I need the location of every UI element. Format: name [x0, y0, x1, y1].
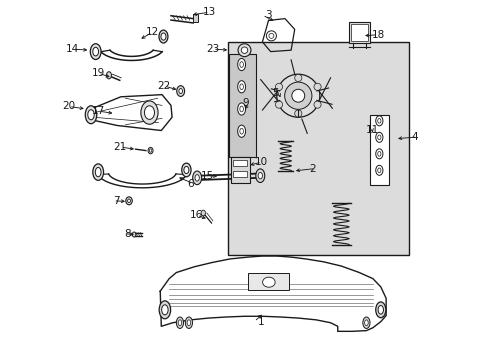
Ellipse shape — [159, 301, 170, 319]
Text: 23: 23 — [206, 44, 219, 54]
Text: 22: 22 — [158, 81, 171, 91]
Ellipse shape — [90, 44, 101, 59]
Bar — [351, 24, 367, 41]
Text: 11: 11 — [365, 125, 378, 135]
Text: 3: 3 — [265, 10, 272, 20]
Ellipse shape — [88, 110, 94, 120]
Ellipse shape — [182, 163, 191, 177]
Bar — [228, 42, 408, 255]
Ellipse shape — [179, 89, 182, 94]
Text: 6: 6 — [187, 179, 193, 189]
Text: 1: 1 — [257, 317, 264, 327]
Circle shape — [268, 33, 273, 39]
Text: 15: 15 — [201, 171, 214, 181]
Ellipse shape — [377, 168, 380, 173]
Circle shape — [275, 83, 282, 90]
Text: 16: 16 — [190, 210, 203, 220]
Text: 9: 9 — [242, 98, 248, 108]
Bar — [193, 14, 198, 22]
Ellipse shape — [185, 317, 192, 328]
Ellipse shape — [149, 149, 151, 152]
Ellipse shape — [377, 152, 380, 156]
Ellipse shape — [375, 149, 382, 159]
Text: 5: 5 — [272, 88, 279, 98]
Bar — [348, 22, 369, 43]
Ellipse shape — [141, 101, 158, 124]
Bar — [230, 157, 249, 183]
Ellipse shape — [375, 165, 382, 175]
Circle shape — [313, 83, 321, 90]
Ellipse shape — [239, 62, 243, 67]
Ellipse shape — [377, 135, 380, 140]
Bar — [247, 273, 289, 291]
Ellipse shape — [375, 116, 382, 126]
Ellipse shape — [237, 58, 245, 71]
Text: 14: 14 — [65, 44, 79, 54]
Ellipse shape — [258, 172, 262, 179]
Ellipse shape — [195, 175, 199, 181]
Bar — [369, 116, 388, 185]
Ellipse shape — [255, 169, 264, 183]
Text: 13: 13 — [203, 7, 216, 17]
Ellipse shape — [176, 317, 183, 328]
Ellipse shape — [192, 171, 201, 185]
Ellipse shape — [144, 106, 154, 120]
Circle shape — [276, 74, 319, 117]
Ellipse shape — [375, 132, 382, 142]
Bar — [233, 159, 247, 166]
Circle shape — [238, 44, 250, 57]
Text: 12: 12 — [145, 27, 159, 37]
Ellipse shape — [183, 166, 188, 174]
Text: 18: 18 — [371, 30, 384, 40]
Circle shape — [294, 75, 301, 81]
Ellipse shape — [106, 72, 111, 79]
Circle shape — [294, 110, 301, 117]
Bar — [233, 171, 247, 177]
Circle shape — [291, 89, 304, 102]
Ellipse shape — [125, 197, 132, 205]
Ellipse shape — [161, 33, 165, 40]
Ellipse shape — [176, 86, 184, 96]
Ellipse shape — [95, 167, 101, 177]
Ellipse shape — [162, 305, 168, 315]
Ellipse shape — [262, 277, 275, 287]
Ellipse shape — [85, 106, 97, 124]
Ellipse shape — [237, 81, 245, 93]
Text: 10: 10 — [255, 157, 268, 167]
Ellipse shape — [375, 302, 385, 318]
Ellipse shape — [239, 84, 243, 90]
Ellipse shape — [148, 147, 153, 154]
Ellipse shape — [377, 118, 380, 123]
Ellipse shape — [127, 199, 130, 203]
Circle shape — [275, 101, 282, 108]
Text: 2: 2 — [308, 163, 315, 174]
Ellipse shape — [201, 210, 205, 216]
Text: 21: 21 — [113, 142, 126, 152]
Ellipse shape — [237, 125, 245, 137]
Text: 17: 17 — [92, 106, 105, 116]
Ellipse shape — [159, 30, 167, 43]
Text: 19: 19 — [91, 68, 104, 78]
Circle shape — [313, 101, 321, 108]
Circle shape — [241, 47, 247, 53]
Ellipse shape — [377, 306, 383, 314]
Ellipse shape — [93, 164, 103, 180]
Circle shape — [284, 82, 311, 109]
Bar — [229, 54, 256, 157]
Ellipse shape — [239, 106, 243, 112]
Ellipse shape — [93, 47, 99, 56]
Text: 4: 4 — [410, 132, 417, 142]
Circle shape — [266, 31, 276, 41]
Text: 7: 7 — [113, 196, 120, 206]
Ellipse shape — [178, 320, 182, 325]
Ellipse shape — [362, 317, 369, 328]
Text: 8: 8 — [123, 229, 130, 239]
Ellipse shape — [239, 129, 243, 134]
Ellipse shape — [364, 320, 367, 325]
Text: 20: 20 — [62, 102, 75, 112]
Ellipse shape — [187, 320, 190, 325]
Ellipse shape — [132, 232, 136, 237]
Ellipse shape — [237, 103, 245, 115]
